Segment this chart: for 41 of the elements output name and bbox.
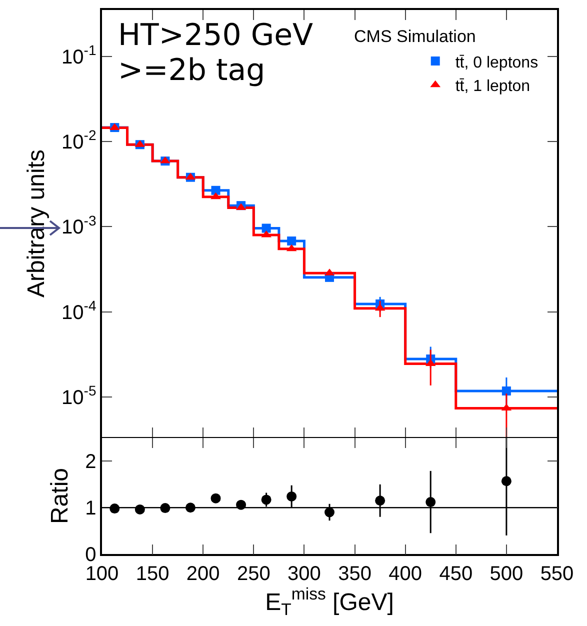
point [502,386,511,396]
point [501,476,512,486]
point [286,491,297,502]
annotation: >=2b tag [118,53,266,88]
x-tick-label: 550 [540,562,574,585]
annotation: CMS Simulation [354,27,476,46]
point [426,497,436,508]
x-tick-label: 450 [439,562,473,585]
point [211,186,220,195]
x-tick-label: 150 [136,562,170,585]
y-axis-title: Ratio [46,468,74,524]
x-tick-label: 500 [490,562,524,585]
point [134,504,145,514]
point [185,502,196,513]
x-tick-label: 200 [186,562,220,585]
legend-label: tt̄, 1 lepton [455,78,530,96]
x-axis-title: E$_{T}$$^{miss}$ [GeV] [265,584,394,619]
legend-label: tt̄, 0 leptons [455,54,538,72]
y-tick-label: 2 [85,451,96,474]
point [375,496,386,506]
x-tick-label: 400 [388,562,422,585]
y-tick-label: 1 [85,498,96,520]
x-tick-label: 300 [288,562,321,585]
point [287,236,296,246]
y-tick-label: 10$^{-1}$ [62,42,96,68]
y-tick-label: 10$^{-2}$ [62,127,96,154]
point [324,507,334,518]
point [210,192,221,200]
x-tick-label: 250 [236,562,270,585]
y-tick-label: 10$^{-3}$ [62,212,96,239]
point [160,503,170,514]
y-tick-label: 10$^{-5}$ [62,382,96,410]
annotation: HT>250 GeV [118,18,314,53]
point [236,500,246,510]
y-tick-label: 10$^{-4}$ [62,298,96,324]
point [110,504,120,514]
y-axis-title: Arbitrary units [23,149,50,298]
point [210,493,221,504]
x-tick-label: 350 [338,562,372,585]
point [262,224,271,233]
point [261,494,272,505]
